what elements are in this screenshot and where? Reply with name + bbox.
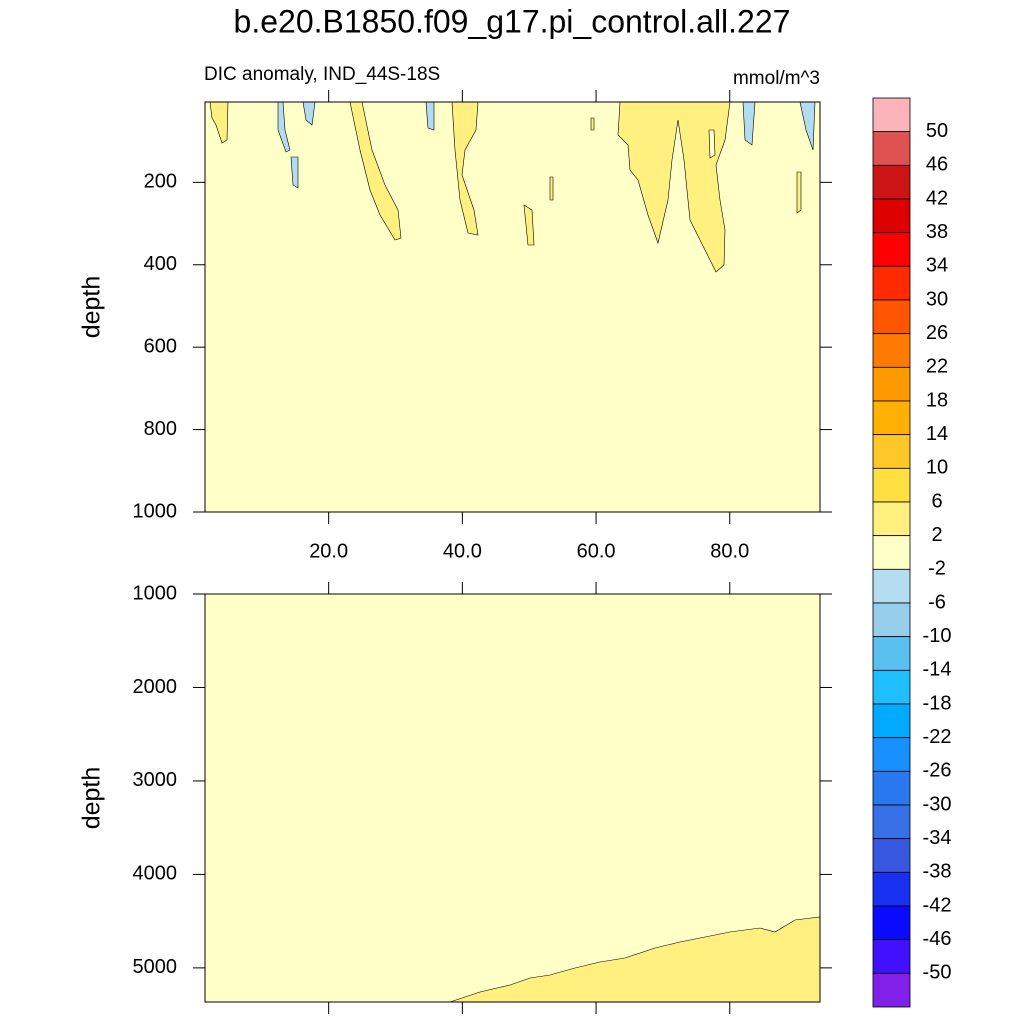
colorbar-box (872, 164, 911, 200)
colorbar-box (872, 400, 911, 436)
colorbar-label: 38 (926, 221, 948, 243)
colorbar-label: 46 (926, 154, 948, 176)
colorbar-label: 14 (926, 423, 948, 445)
colorbar-box (872, 501, 911, 537)
colorbar-label: -6 (928, 591, 946, 613)
x-tick-label: 20.0 (309, 540, 348, 562)
colorbar-box (872, 972, 911, 1008)
colorbar-label: -22 (923, 726, 952, 748)
colorbar-label: 22 (926, 356, 948, 378)
x-tick-label: 80.0 (710, 540, 749, 562)
subtitle: DIC anomaly, IND_44S-18S (204, 64, 440, 85)
colorbar-box (872, 838, 911, 873)
colorbar-label: -10 (923, 625, 952, 647)
colorbar-box (872, 568, 911, 604)
colorbar-label: 34 (926, 255, 948, 277)
colorbar-box (872, 939, 911, 974)
plot-background (205, 102, 820, 512)
y-tick-label: 800 (144, 418, 177, 440)
contour-region (451, 101, 479, 236)
colorbar-box (872, 770, 911, 806)
colorbar-box (872, 265, 911, 301)
colorbar-box (872, 871, 911, 907)
colorbar-label: 26 (926, 322, 948, 344)
colorbar-label: -26 (923, 760, 952, 782)
colorbar-label: -30 (923, 793, 952, 815)
contour-region (349, 101, 402, 241)
chart-title: b.e20.B1850.f09_g17.pi_control.all.227 (234, 3, 791, 39)
y-tick-label: 5000 (133, 956, 178, 978)
contour-regions (205, 101, 816, 273)
colorbar-label: -38 (923, 861, 952, 883)
colorbar-label: 50 (926, 120, 948, 142)
contour-region (449, 916, 821, 1003)
y-tick-label: 1000 (133, 582, 178, 604)
contour-region (796, 171, 802, 214)
colorbar-box (872, 232, 911, 267)
colorbar-label: -46 (923, 928, 952, 950)
colorbar-box (872, 299, 911, 335)
contour-region (205, 101, 229, 144)
y-tick-label: 2000 (133, 676, 178, 698)
colorbar-box (872, 905, 911, 941)
colorbar-box (872, 703, 911, 739)
contour-regions (449, 916, 821, 1003)
colorbar-label: 6 (931, 490, 942, 512)
contour-region (590, 117, 595, 131)
colorbar-box (872, 602, 911, 638)
y-tick-label: 200 (144, 171, 177, 193)
y-tick-label: 1000 (133, 500, 178, 522)
colorbar-label: -34 (923, 827, 952, 849)
y-axis-label: depth (78, 767, 106, 830)
y-tick-label: 400 (144, 253, 177, 275)
colorbar-label: -14 (923, 659, 952, 681)
colorbar-box (872, 333, 911, 368)
colorbar-label: -18 (923, 692, 952, 714)
x-tick-label: 40.0 (443, 540, 482, 562)
colorbar-label: 18 (926, 389, 948, 411)
contour-region (617, 101, 731, 273)
contour-region (708, 129, 716, 159)
colorbar-label: 42 (926, 187, 948, 209)
units: mmol/m^3 (733, 68, 820, 89)
colorbar-box (872, 804, 911, 840)
colorbar-box (872, 737, 911, 772)
plot-background (205, 594, 820, 1002)
colorbar-label: 2 (931, 524, 942, 546)
colorbar-box (872, 198, 911, 234)
y-axis-label: depth (78, 276, 106, 339)
colorbar-label: 30 (926, 288, 948, 310)
colorbar-box (872, 669, 911, 705)
colorbar-box (872, 434, 911, 469)
colorbar-box (872, 636, 911, 671)
contour-region (523, 204, 535, 246)
plot-frame (204, 593, 821, 1003)
colorbar-label: -50 (923, 962, 952, 984)
colorbar-label: 10 (926, 457, 948, 479)
contour-region (549, 176, 554, 201)
colorbar-box (872, 97, 911, 133)
y-tick-label: 600 (144, 335, 177, 357)
colorbar-box (872, 366, 911, 402)
x-tick-label: 60.0 (577, 540, 616, 562)
colorbar-box (872, 467, 911, 503)
colorbar-label: -2 (928, 558, 946, 580)
colorbar-box (872, 131, 911, 166)
y-tick-label: 3000 (133, 769, 178, 791)
plot-frame (204, 101, 821, 513)
colorbar-box (872, 535, 911, 570)
y-tick-label: 4000 (133, 863, 178, 885)
contour-region (290, 156, 299, 189)
colorbar-label: -42 (923, 894, 952, 916)
